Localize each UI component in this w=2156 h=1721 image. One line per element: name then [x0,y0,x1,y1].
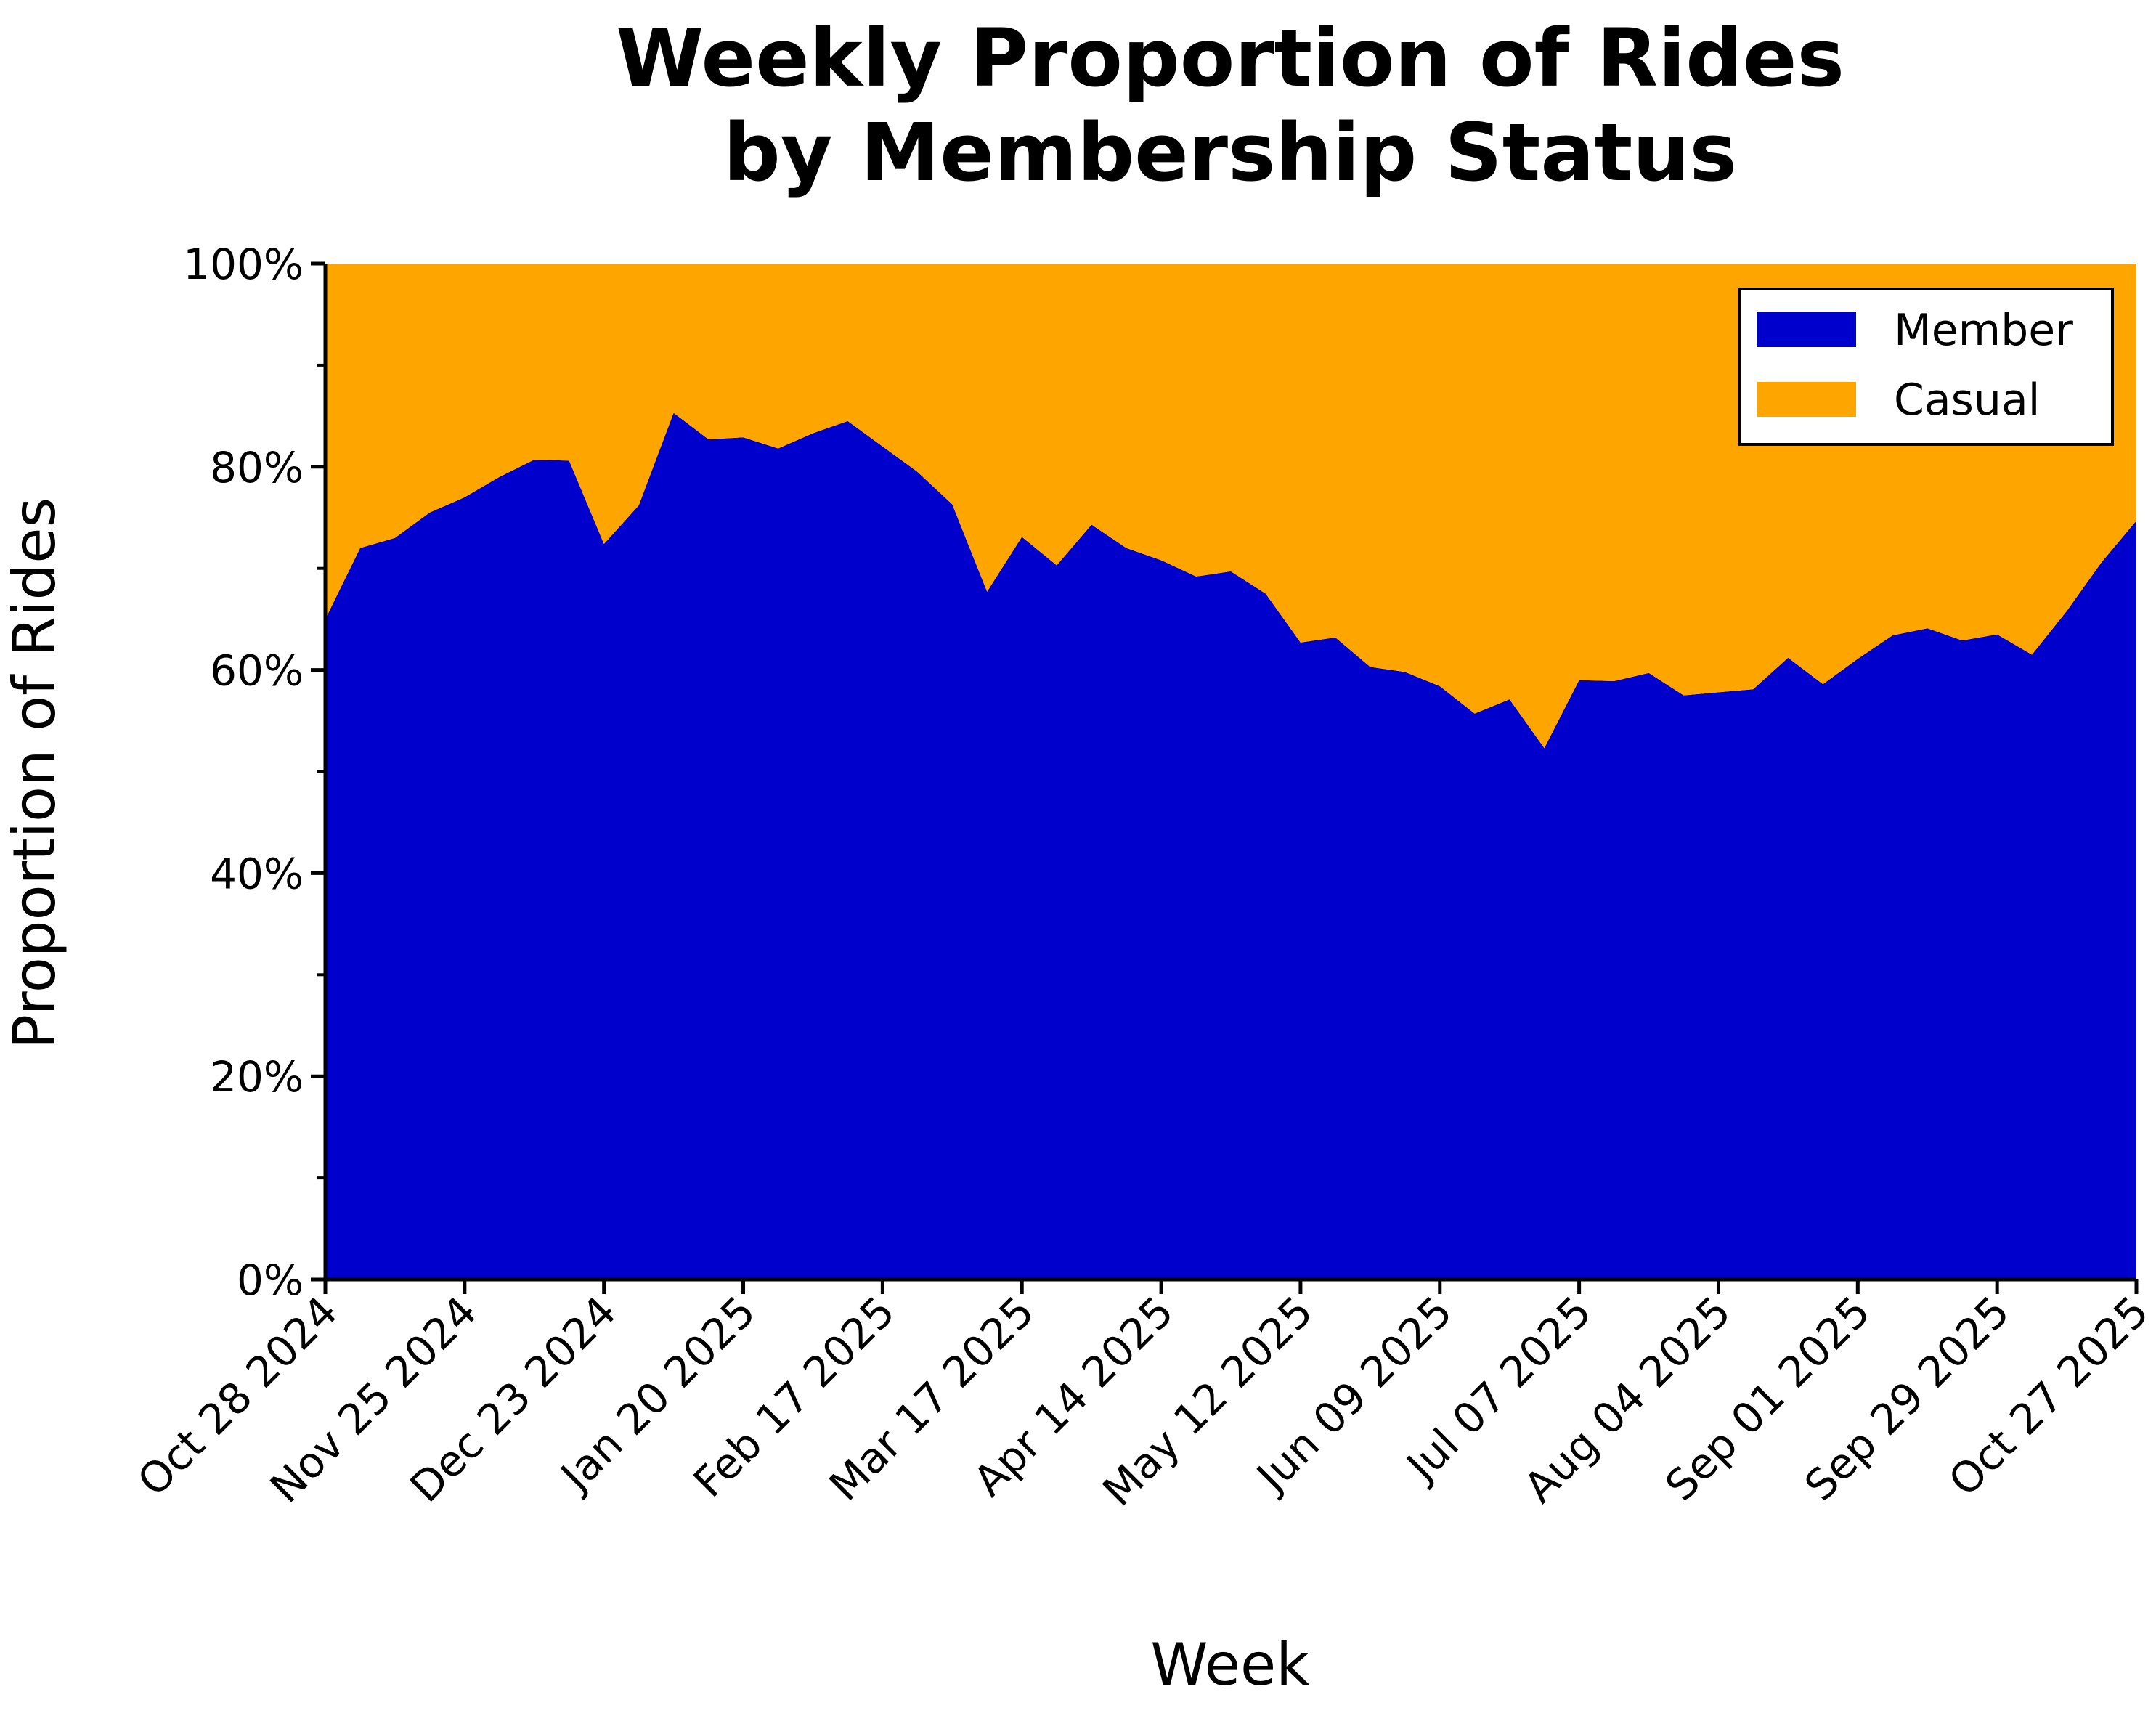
area-member [325,412,2136,1279]
y-tick-label: 80% [210,443,304,492]
y-tick-label: 20% [210,1052,304,1102]
chart-title-line-1: Weekly Proportion of Rides [616,12,1844,105]
area-casual [325,264,2136,749]
legend-swatch-casual [1757,382,1856,417]
x-axis-label: Week [1150,1631,1310,1698]
y-tick-label: 100% [183,240,304,289]
legend-label-member: Member [1894,305,2073,356]
y-axis-label: Proportion of Rides [1,497,68,1049]
chart-title-line-2: by Membership Status [723,106,1737,199]
plot-area [325,264,2136,1279]
y-tick-label: 40% [210,849,304,898]
legend-label-casual: Casual [1894,375,2040,426]
y-tick-label: 0% [237,1256,304,1305]
legend: Member Casual [1738,288,2114,446]
y-tick-label: 60% [210,646,304,696]
legend-swatch-member [1757,312,1856,347]
